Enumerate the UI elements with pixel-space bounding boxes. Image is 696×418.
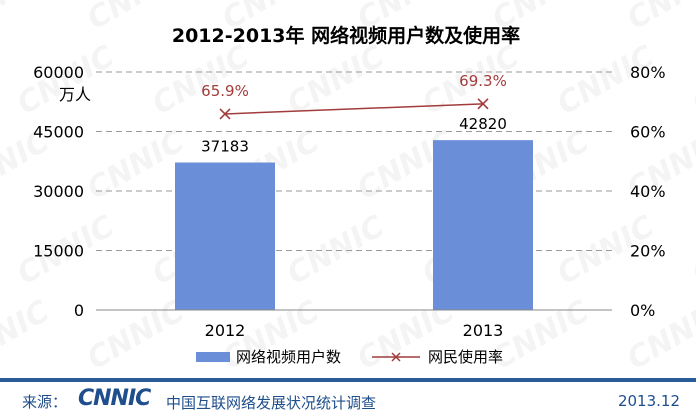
right-axis-ticks: 80% 60% 40% 20% 0% <box>630 63 666 320</box>
watermark-text: CNNIC <box>147 39 256 122</box>
left-tick-label: 45000 <box>33 123 84 142</box>
line-label-2013: 69.3% <box>459 72 507 90</box>
marker-stroke <box>219 108 231 120</box>
bar-value-labels: 37183 42820 <box>201 115 507 155</box>
footer-source-label: 来源： <box>22 393 68 411</box>
bar-label-2012: 37183 <box>201 138 249 156</box>
left-axis-ticks: 60000 45000 30000 15000 0 <box>33 63 84 320</box>
right-tick-label: 60% <box>630 123 666 142</box>
left-tick-label: 60000 <box>33 63 84 82</box>
usage-rate-line <box>224 103 484 115</box>
watermark-text: CNNIC <box>687 39 696 122</box>
legend-swatch-bar <box>196 352 230 362</box>
footer-divider <box>0 378 696 382</box>
line-marker-2012 <box>219 108 231 120</box>
watermark-text: CNNIC <box>0 0 55 37</box>
legend-label-line: 网民使用率 <box>428 348 503 366</box>
x-axis-ticks: 2012 2013 <box>205 321 504 340</box>
x-tick-label: 2013 <box>463 321 504 340</box>
left-tick-label: 30000 <box>33 182 84 201</box>
bar-2013 <box>433 140 533 310</box>
cnnic-logo: CNNIC <box>78 386 151 411</box>
right-tick-label: 80% <box>630 63 666 82</box>
bar-label-2013: 42820 <box>459 115 507 133</box>
line-series <box>219 98 489 120</box>
watermark-text: CNNIC <box>82 294 191 377</box>
bar-2012 <box>175 162 275 310</box>
line-value-labels: 65.9% 69.3% <box>201 72 507 100</box>
bar-series <box>175 140 533 310</box>
left-axis-unit-label: 万人 <box>59 85 91 104</box>
footer-date: 2013.12 <box>617 392 680 410</box>
watermark-text: CNNIC <box>0 294 55 377</box>
watermark-text: CNNIC <box>687 209 696 292</box>
chart-title: 2012-2013年 网络视频用户数及使用率 <box>172 24 520 47</box>
marker-stroke <box>477 98 489 110</box>
watermark-text: CNNIC <box>82 124 191 207</box>
legend-label-bar: 网络视频用户数 <box>236 348 341 366</box>
left-tick-label: 0 <box>74 301 84 320</box>
line-label-2012: 65.9% <box>201 82 249 100</box>
right-tick-label: 20% <box>630 242 666 261</box>
right-tick-label: 40% <box>630 182 666 201</box>
footer: 来源： CNNIC 中国互联网络发展状况统计调查 2013.12 <box>0 386 696 416</box>
watermark-text: CNNIC <box>622 0 696 37</box>
legend: 网络视频用户数 网民使用率 <box>196 348 503 366</box>
footer-org-name: 中国互联网络发展状况统计调查 <box>166 394 377 412</box>
left-tick-label: 15000 <box>33 242 84 261</box>
line-marker-2013 <box>477 98 489 110</box>
legend-swatch-marker <box>391 352 401 362</box>
x-tick-label: 2012 <box>205 321 246 340</box>
right-tick-label: 0% <box>630 301 655 320</box>
